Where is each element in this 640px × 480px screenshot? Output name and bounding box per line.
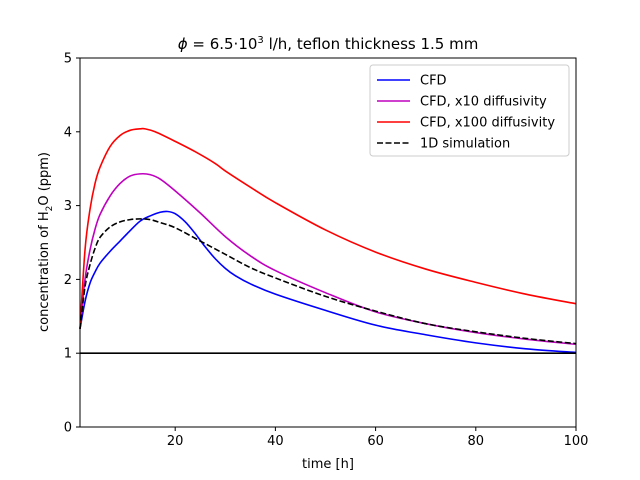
y-tick-label: 4: [64, 125, 72, 140]
series-line-4: [79, 218, 577, 345]
y-axis-label: concentration of H2O (ppm): [37, 152, 55, 332]
y-axis-ticks: 0 1 2 3 4 5: [64, 52, 80, 436]
plot-frame: [79, 57, 577, 428]
y-tick-label: 3: [64, 199, 72, 214]
legend: CFD CFD, x10 diffusivity CFD, x100 diffusi…: [369, 64, 570, 157]
legend-box: [369, 64, 570, 157]
y-tick-label: 1: [64, 347, 72, 362]
legend-label-4: 1D simulation: [420, 137, 510, 152]
y-tick-label: 0: [64, 421, 72, 436]
y-tick-label: 5: [64, 52, 72, 67]
series-layer: [79, 127, 577, 354]
x-axis-ticks: 20 40 60 80 100: [167, 427, 588, 449]
legend-label-3: CFD, x100 diffusivity: [420, 116, 555, 131]
legend-items: CFD CFD, x10 diffusivity CFD, x100 diffusi…: [377, 74, 555, 152]
chart-title: ϕ = 6.5·103 l/h, teflon thickness 1.5 mm: [178, 35, 479, 53]
legend-label-1: CFD: [420, 74, 447, 89]
x-tick-label: 40: [267, 434, 284, 449]
x-tick-label: 20: [167, 434, 184, 449]
legend-label-2: CFD, x10 diffusivity: [420, 95, 547, 110]
x-tick-label: 100: [564, 434, 589, 449]
y-tick-label: 2: [64, 273, 72, 288]
x-tick-label: 60: [367, 434, 384, 449]
series-line-1: [79, 210, 577, 354]
x-tick-label: 80: [468, 434, 485, 449]
x-axis-label: time [h]: [302, 457, 354, 472]
series-line-3: [79, 127, 577, 329]
